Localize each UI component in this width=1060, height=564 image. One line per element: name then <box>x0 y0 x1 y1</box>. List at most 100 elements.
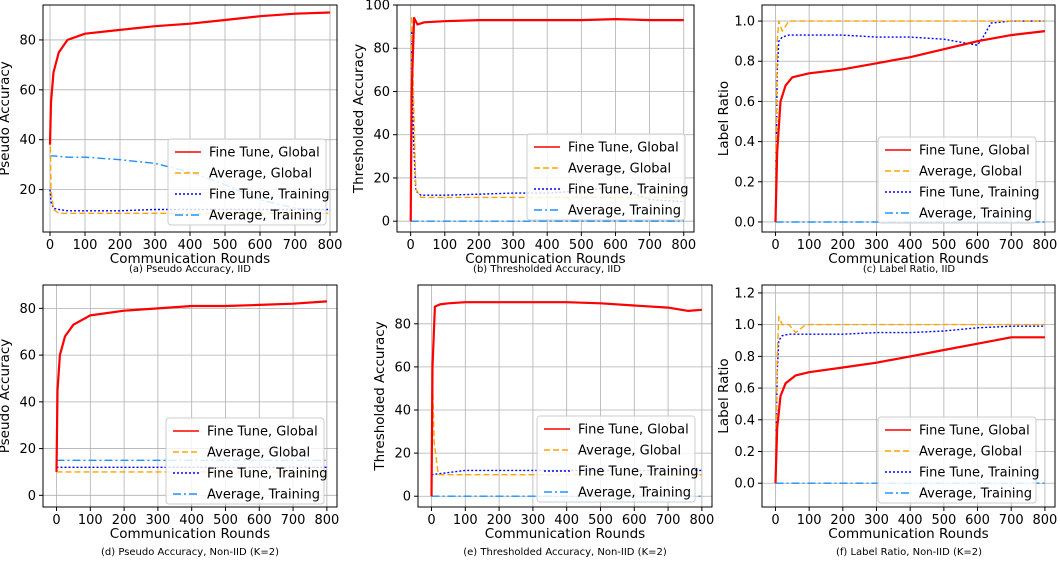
y-tick-label: 1.2 <box>734 286 755 301</box>
x-tick-label: 700 <box>283 238 308 253</box>
legend-label: Fine Tune, Global <box>568 141 679 156</box>
x-tick-label: 300 <box>864 513 889 528</box>
chart-panel-3: 0 100 200 300 400 500 600 700 800 0.0 0.2 0.4 0.6 0.8… <box>716 4 1057 275</box>
x-tick-label: 500 <box>569 238 594 253</box>
legend-label: Fine Tune, Global <box>207 425 318 440</box>
figure-caption: (a) Pseudo Accuracy, IID <box>129 264 251 275</box>
x-tick-label: 300 <box>145 513 170 528</box>
y-tick-label: 0 <box>28 489 36 504</box>
x-tick-label: 800 <box>314 513 339 528</box>
series-line-fine-tune-global <box>774 30 1046 223</box>
legend-box <box>526 133 686 221</box>
series-line-fine-tune-global <box>48 11 331 145</box>
y-tick-label: 20 <box>19 183 36 198</box>
legend-label: Fine Tune, Global <box>919 424 1030 439</box>
x-tick-label: 800 <box>1032 238 1057 253</box>
x-tick-label: 200 <box>112 513 137 528</box>
x-tick-label: 300 <box>864 238 889 253</box>
y-tick-label: 0.2 <box>734 445 755 460</box>
series-line-fine-tune-global <box>430 301 702 497</box>
x-axis-label: Communication Rounds <box>828 251 988 267</box>
y-tick-label: 20 <box>394 447 411 462</box>
legend-label: Average, Global <box>919 165 1022 180</box>
x-tick-label: 600 <box>248 238 273 253</box>
x-tick-label: 700 <box>637 238 662 253</box>
y-tick-label: 40 <box>19 395 36 410</box>
y-tick-label: 40 <box>394 404 411 419</box>
series-line-average-global <box>774 316 1045 484</box>
legend-label: Average, Global <box>209 167 312 182</box>
legend-label: Fine Tune, Training <box>568 183 689 198</box>
series-line-fine-tune-training <box>774 325 1045 484</box>
x-tick-label: 500 <box>931 513 956 528</box>
legend-label: Average, Training <box>568 204 681 219</box>
y-tick-label: 1.0 <box>734 15 755 30</box>
chart-panel-2: 0 100 200 300 400 500 600 700 800 0 20 40 60 80 100 Com… <box>351 0 696 275</box>
legend-label: Average, Training <box>207 488 320 503</box>
y-tick-label: 60 <box>19 83 36 98</box>
axes-frame <box>761 284 1056 508</box>
x-tick-label: 400 <box>898 513 923 528</box>
y-axis-label: Pseudo Accuracy <box>0 339 13 454</box>
y-tick-label: 80 <box>394 317 411 332</box>
x-tick-label: 200 <box>830 513 855 528</box>
legend: Fine Tune, Global Average, Global Fine Tun… <box>536 415 699 503</box>
x-tick-label: 300 <box>143 238 168 253</box>
x-axis-label: Communication Rounds <box>485 526 645 542</box>
x-tick-label: 600 <box>622 513 647 528</box>
x-tick-label: 300 <box>520 513 545 528</box>
legend: Fine Tune, Global Average, Global Fine Tun… <box>167 138 330 226</box>
legend-box <box>167 138 327 226</box>
x-tick-label: 600 <box>965 513 990 528</box>
legend-label: Average, Global <box>568 162 671 177</box>
x-tick-label: 100 <box>73 238 98 253</box>
legend-label: Average, Training <box>919 207 1032 222</box>
figure-caption: (f) Label Ratio, Non-IID (K=2) <box>836 547 982 558</box>
legend-label: Average, Training <box>209 209 322 224</box>
legend: Fine Tune, Global Average, Global Fine Tun… <box>165 417 328 505</box>
axes-frame <box>396 4 695 233</box>
y-tick-label: 40 <box>19 133 36 148</box>
legend-label: Fine Tune, Training <box>209 188 330 203</box>
x-tick-label: 0 <box>407 238 415 253</box>
y-tick-label: 0.6 <box>734 382 755 397</box>
axes-frame <box>42 284 338 508</box>
x-tick-label: 200 <box>467 238 492 253</box>
y-tick-label: 0.8 <box>734 55 755 70</box>
figure-caption: (c) Label Ratio, IID <box>863 264 956 275</box>
x-tick-label: 600 <box>247 513 272 528</box>
x-tick-label: 0 <box>46 238 54 253</box>
x-tick-label: 400 <box>179 513 204 528</box>
figure-caption: (e) Thresholded Accuracy, Non-IID (K=2) <box>463 547 667 558</box>
x-tick-label: 100 <box>78 513 103 528</box>
series-line-fine-tune-global <box>55 300 327 472</box>
x-tick-label: 500 <box>931 238 956 253</box>
x-axis-label: Communication Rounds <box>828 526 988 542</box>
x-tick-label: 0 <box>52 513 60 528</box>
y-tick-label: 60 <box>394 360 411 375</box>
x-tick-label: 100 <box>797 513 822 528</box>
x-tick-label: 300 <box>501 238 526 253</box>
x-tick-label: 400 <box>535 238 560 253</box>
y-axis-label: Label Ratio <box>716 358 732 433</box>
legend-label: Fine Tune, Global <box>919 144 1030 159</box>
series-line-average-global <box>410 15 684 222</box>
series-line-average-global <box>774 20 1045 223</box>
legend-label: Average, Global <box>919 445 1022 460</box>
y-tick-label: 0.8 <box>734 350 755 365</box>
x-tick-label: 100 <box>797 238 822 253</box>
y-tick-label: 0.6 <box>734 95 755 110</box>
legend-label: Fine Tune, Training <box>578 465 699 480</box>
x-tick-label: 500 <box>213 238 238 253</box>
x-tick-label: 400 <box>898 238 923 253</box>
figure-caption: (b) Thresholded Accuracy, IID <box>473 264 621 275</box>
series-line-fine-tune-training <box>774 20 1045 223</box>
figure-caption: (d) Pseudo Accuracy, Non-IID (K=2) <box>101 547 279 558</box>
x-tick-label: 600 <box>603 238 628 253</box>
legend: Fine Tune, Global Average, Global Fine Tun… <box>877 136 1040 224</box>
y-tick-label: 80 <box>19 302 36 317</box>
legend: Fine Tune, Global Average, Global Fine Tun… <box>877 416 1040 504</box>
x-tick-label: 0 <box>771 238 779 253</box>
y-tick-label: 80 <box>373 42 390 57</box>
